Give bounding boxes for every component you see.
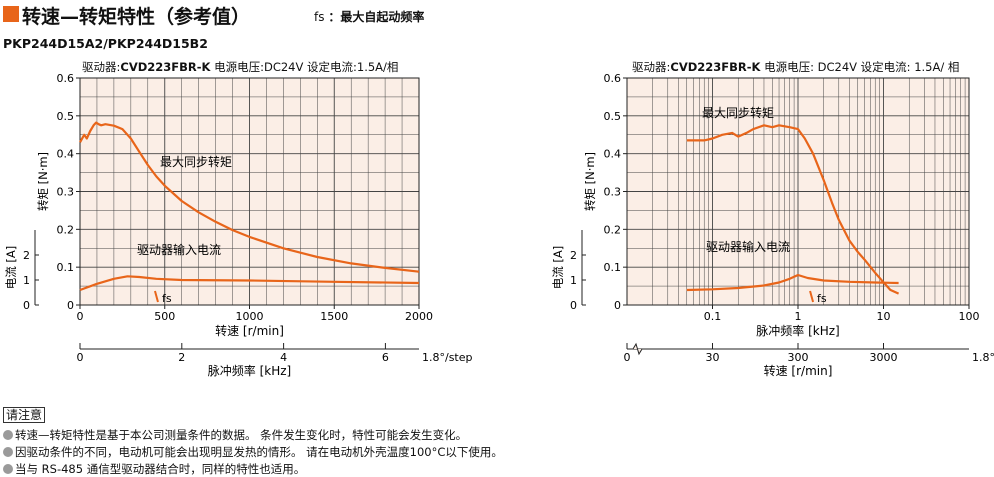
model-name: PKP244D15A2/PKP244D15B2: [3, 36, 208, 51]
charts-canvas: 驱动器:CVD223FBR-K 电源电压:DC24V 设定电流:1.5A/相00…: [4, 60, 994, 378]
title-marker: [3, 6, 19, 22]
y2-tick-label: 2: [570, 249, 577, 262]
y-tick-label: 0.4: [57, 148, 75, 161]
y2-axis-label: 电流 [A]: [4, 246, 18, 290]
x2-axis-label: 脉冲频率 [kHz]: [208, 363, 291, 378]
y2-tick-label: 0: [23, 299, 30, 312]
series-torque-line: [686, 124, 900, 295]
x2-tick-label: 30: [706, 351, 720, 364]
x-axis-label: 转速 [r/min]: [215, 323, 284, 338]
x-tick-label: 2000: [405, 310, 433, 323]
y2-axis-label: 电流 [A]: [551, 246, 565, 290]
notes-heading: 请注意: [3, 407, 46, 423]
series-current-line: [686, 273, 899, 292]
fs-marker: [809, 290, 815, 303]
bullet-icon: [3, 447, 13, 457]
note-item: 当与 RS-485 通信型驱动器结合时，同样的特性也适用。: [3, 461, 305, 477]
x2-tick-label: 2: [178, 351, 185, 364]
x2-unit: 1.8°/step: [972, 351, 994, 364]
driver-conditions: 电源电压:DC24V 设定电流:1.5A/相: [210, 60, 398, 74]
x-tick-label: 500: [154, 310, 175, 323]
driver-label: 驱动器:: [82, 60, 120, 74]
y-tick-label: 0: [614, 299, 621, 312]
note-text: 因驱动条件的不同，电动机可能会出现明显发热的情形。 请在电动机外壳温度100°C…: [15, 445, 503, 459]
fs-key: fs: [314, 10, 325, 24]
x-tick-label: 1000: [236, 310, 264, 323]
series-torque-label: 最大同步转矩: [160, 154, 232, 169]
x-tick-label: 100: [959, 310, 980, 323]
note-item: 转速—转矩特性是基于本公司测量条件的数据。 条件发生变化时，特性可能会发生变化。: [3, 427, 467, 443]
y2-tick-label: 1: [23, 274, 30, 287]
fs-marker: [154, 290, 159, 303]
y-tick-label: 0.1: [57, 261, 75, 274]
x2-tick-label: 300: [788, 351, 809, 364]
fs-legend: fs ：最大自起动频率: [314, 8, 424, 25]
driver-model: CVD223FBR-K: [670, 60, 761, 74]
fs-marker-label: fs: [162, 292, 172, 305]
fs-marker-label: fs: [817, 292, 827, 305]
fs-description: ：最大自起动频率: [328, 10, 425, 24]
x-tick-label: 1500: [320, 310, 348, 323]
x-tick-label: 10: [877, 310, 891, 323]
x-tick-label: 1: [795, 310, 802, 323]
x2-axis-label: 转速 [r/min]: [764, 363, 833, 378]
y-tick-label: 0.4: [604, 148, 622, 161]
x2-tick-label: 0: [624, 351, 631, 364]
page-title: 转速—转矩特性（参考值）: [22, 6, 251, 28]
series-torque-line: [79, 121, 420, 273]
note-text: 当与 RS-485 通信型驱动器结合时，同样的特性也适用。: [15, 462, 306, 476]
y2-tick-label: 0: [570, 299, 577, 312]
x2-tick-label: 6: [382, 351, 389, 364]
x2-unit: 1.8°/step: [422, 351, 473, 364]
x-tick-label: 0: [77, 310, 84, 323]
bullet-icon: [3, 464, 13, 474]
y-axis-label: 转矩 [N·m]: [36, 152, 50, 211]
x-tick-label: 0.1: [704, 310, 722, 323]
y-tick-label: 0.2: [57, 223, 75, 236]
y-tick-label: 0.6: [57, 72, 75, 85]
x2-tick-label: 0: [77, 351, 84, 364]
driver-conditions: 电源电压: DC24V 设定电流: 1.5A/ 相: [760, 60, 959, 74]
driver-header: 驱动器:CVD223FBR-K 电源电压:DC24V 设定电流:1.5A/相: [82, 60, 398, 74]
series-torque-label: 最大同步转矩: [702, 105, 774, 120]
x-axis-label: 脉冲频率 [kHz]: [756, 323, 839, 338]
series-current-label: 驱动器输入电流: [706, 239, 790, 254]
driver-label: 驱动器:: [632, 60, 670, 74]
y2-tick-label: 2: [23, 249, 30, 262]
x2-tick-label: 4: [280, 351, 287, 364]
y-tick-label: 0.3: [604, 186, 622, 199]
y-tick-label: 0: [67, 299, 74, 312]
note-text: 转速—转矩特性是基于本公司测量条件的数据。 条件发生变化时，特性可能会发生变化。: [15, 428, 468, 442]
y-tick-label: 0.2: [604, 223, 622, 236]
y2-tick-label: 1: [570, 274, 577, 287]
series-current-line: [79, 275, 420, 292]
y-tick-label: 0.5: [604, 110, 622, 123]
y-tick-label: 0.3: [57, 186, 75, 199]
y-tick-label: 0.6: [604, 72, 622, 85]
x2-tick-label: 3000: [870, 351, 898, 364]
driver-header: 驱动器:CVD223FBR-K 电源电压: DC24V 设定电流: 1.5A/ …: [632, 60, 959, 74]
y-tick-label: 0.1: [604, 261, 622, 274]
y-axis-label: 转矩 [N·m]: [583, 152, 597, 211]
y-tick-label: 0.5: [57, 110, 75, 123]
series-current-label: 驱动器输入电流: [137, 242, 221, 257]
note-item: 因驱动条件的不同，电动机可能会出现明显发热的情形。 请在电动机外壳温度100°C…: [3, 444, 503, 460]
driver-model: CVD223FBR-K: [120, 60, 211, 74]
bullet-icon: [3, 430, 13, 440]
axis-break-icon: [632, 342, 643, 356]
